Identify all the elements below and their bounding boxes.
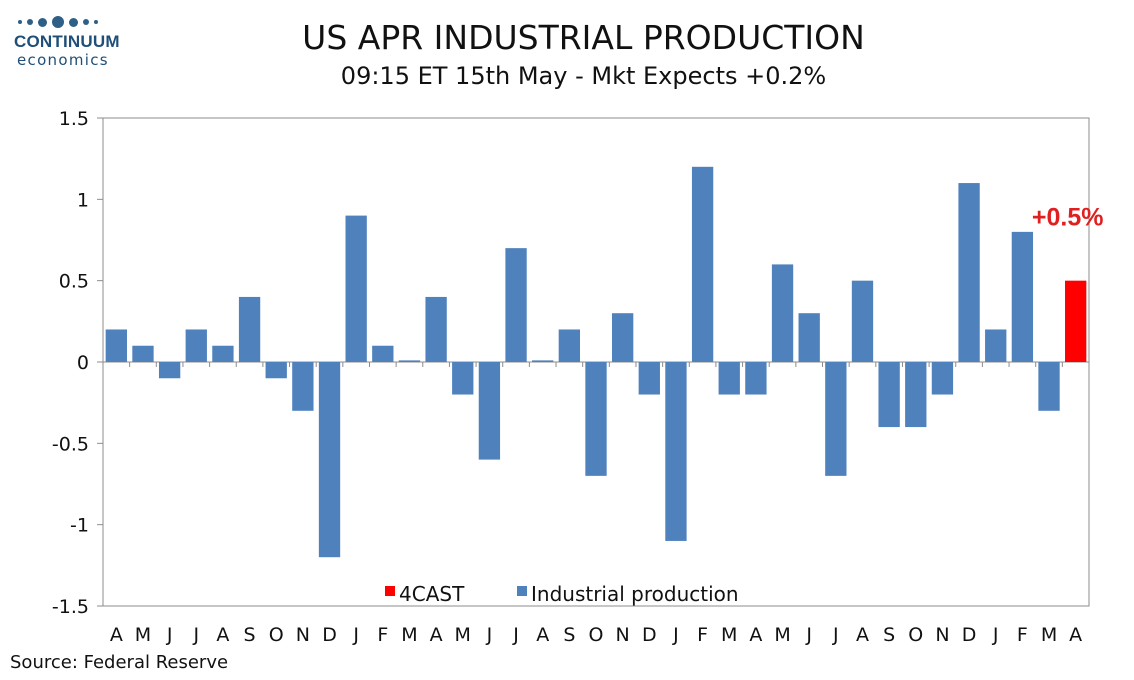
x-tick-label: A <box>749 624 762 646</box>
x-tick-label: J <box>805 624 812 646</box>
y-tick-label: 1.5 <box>59 108 89 130</box>
x-tick-label: M <box>774 624 790 646</box>
x-tick-label: A <box>536 624 549 646</box>
x-tick-label: J <box>192 624 199 646</box>
source-note: Source: Federal Reserve <box>10 652 229 673</box>
x-tick-label: J <box>832 624 839 646</box>
legend-swatch <box>385 586 395 596</box>
x-tick-label: M <box>401 624 417 646</box>
logo-subname: economics <box>17 51 109 69</box>
bar <box>132 345 154 362</box>
bar <box>745 362 767 395</box>
x-tick-label: J <box>672 624 679 646</box>
x-tick-label: F <box>697 624 708 646</box>
bar <box>851 280 874 362</box>
x-tick-label: J <box>166 624 173 646</box>
bar <box>691 166 714 362</box>
bar <box>292 362 314 411</box>
x-tick-label: O <box>908 624 923 646</box>
bar <box>345 215 367 362</box>
x-tick-label: S <box>883 624 895 646</box>
bar <box>505 248 527 362</box>
bar <box>452 362 474 395</box>
bar <box>478 362 501 460</box>
bar <box>318 362 341 558</box>
bar <box>185 329 207 362</box>
x-tick-label: N <box>296 624 310 646</box>
bar <box>931 362 954 395</box>
bar <box>665 362 687 541</box>
x-tick-label: A <box>110 624 123 646</box>
logo-dots-icon <box>18 14 134 30</box>
x-tick-label: D <box>322 624 337 646</box>
bar <box>372 345 394 362</box>
bar <box>985 329 1007 362</box>
chart-bars <box>105 166 1087 558</box>
chart-legend: 4CAST Industrial production <box>385 582 739 606</box>
bar <box>638 362 660 395</box>
bar <box>558 329 581 362</box>
y-tick-label: -1.5 <box>52 596 89 618</box>
chart-labels: A M J J A S O N D J F M A M J J A S O N D J F M A M J J A S O N D J F M A+0.… <box>110 203 1104 646</box>
chart-subtitle: 09:15 ET 15th May - Mkt Expects +0.2% <box>340 62 827 90</box>
x-tick-label: J <box>486 624 493 646</box>
chart-title: US APR INDUSTRIAL PRODUCTION <box>302 18 865 57</box>
x-tick-label: D <box>962 624 977 646</box>
x-tick-label: S <box>563 624 575 646</box>
x-tick-label: A <box>216 624 229 646</box>
logo-name: CONTINUUM <box>14 32 120 51</box>
bar <box>958 183 980 362</box>
x-tick-label: M <box>721 624 737 646</box>
x-tick-label: M <box>455 624 471 646</box>
x-tick-label: D <box>642 624 657 646</box>
x-tick-label: J <box>512 624 519 646</box>
x-tick-label: O <box>589 624 604 646</box>
bar <box>1011 231 1034 362</box>
x-tick-label: N <box>935 624 949 646</box>
bar <box>105 329 127 362</box>
y-tick-label: 0 <box>77 352 89 374</box>
x-tick-label: J <box>352 624 359 646</box>
x-tick-label: O <box>269 624 284 646</box>
bar <box>878 362 900 428</box>
bar <box>905 362 927 428</box>
bar <box>771 264 794 362</box>
x-tick-label: J <box>992 624 999 646</box>
bar <box>1038 362 1060 411</box>
bar <box>798 313 820 362</box>
x-tick-label: A <box>430 624 443 646</box>
bar <box>265 362 287 379</box>
legend-label: 4CAST <box>399 582 465 606</box>
bar <box>1065 280 1087 362</box>
bar <box>611 313 634 362</box>
y-tick-label: -0.5 <box>52 433 89 455</box>
x-tick-label: A <box>856 624 869 646</box>
x-tick-label: M <box>1041 624 1057 646</box>
bar <box>718 362 740 395</box>
forecast-annotation: +0.5% <box>1032 203 1104 231</box>
y-tick-label: -1 <box>70 515 89 537</box>
bar <box>825 362 847 476</box>
x-tick-label: M <box>135 624 151 646</box>
x-tick-label: A <box>1069 624 1082 646</box>
y-tick-label: 1 <box>77 189 89 211</box>
x-tick-label: N <box>616 624 630 646</box>
bar <box>425 296 447 362</box>
bar <box>158 362 181 379</box>
bar <box>532 360 554 362</box>
x-tick-label: F <box>377 624 388 646</box>
continuum-logo: CONTINUUM economics <box>14 14 134 76</box>
x-tick-label: F <box>1017 624 1028 646</box>
bar <box>212 345 234 362</box>
bar <box>585 362 607 476</box>
y-tick-label: 0.5 <box>59 271 89 293</box>
chart-axes: 1.5 1 0.5 0 -0.5 -1 -1.5 <box>52 108 1090 618</box>
legend-swatch <box>517 586 527 596</box>
bar <box>398 360 421 362</box>
bar <box>238 296 261 362</box>
legend-label: Industrial production <box>531 582 739 606</box>
x-tick-label: S <box>244 624 256 646</box>
